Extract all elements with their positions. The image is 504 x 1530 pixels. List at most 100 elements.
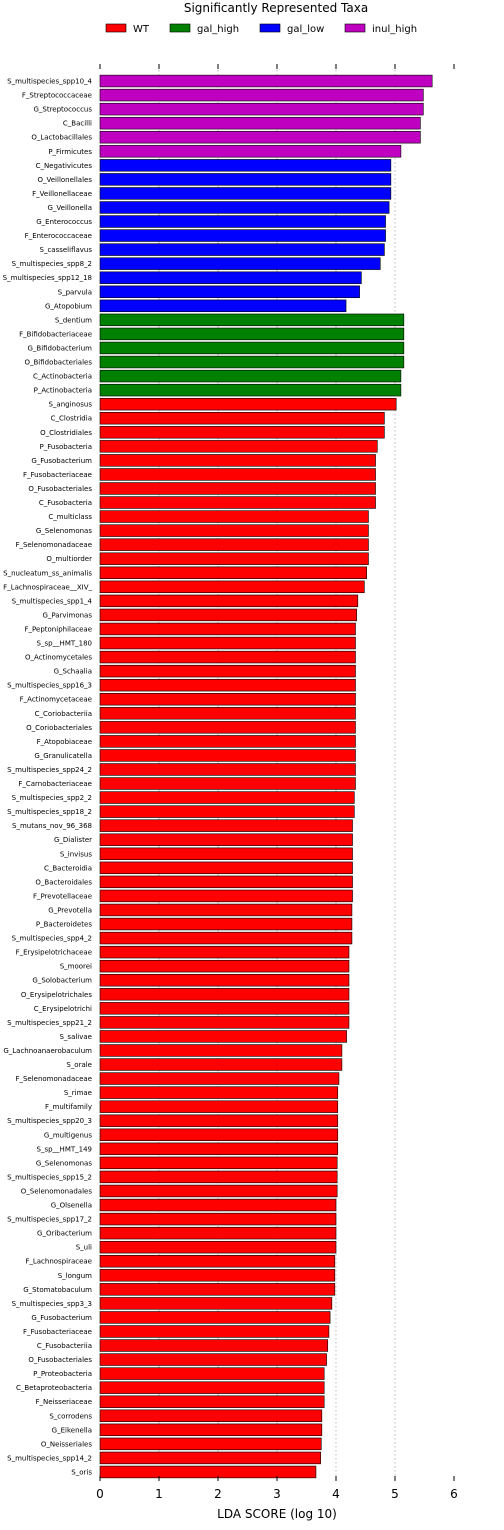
bar-O_Lactobacillales [99, 131, 421, 144]
y-tick-label: S_longum [58, 1272, 92, 1280]
bar-S_multispecies_spp3_3 [99, 1297, 333, 1310]
bar-C_Clostridia [99, 412, 385, 425]
y-tick-label: S_multispecies_spp4_2 [12, 935, 92, 943]
bar-S_multispecies_spp15_2 [99, 1170, 338, 1184]
y-tick-label: S_multispecies_spp1_4 [12, 597, 93, 605]
y-tick-label: C_Coriobacteriia [35, 710, 92, 718]
y-tick-label: G_Selenomonas [36, 527, 92, 535]
legend-label-inul_high: inul_high [372, 24, 417, 35]
y-tick-label: F_Selenomonadaceae [15, 1075, 92, 1083]
bar-O_multiorder [99, 552, 369, 565]
bar-O_Bacteroidales [99, 875, 353, 889]
y-tick-label: F_Selenomonadaceae [15, 541, 92, 549]
bar-S_multispecies_spp12_18 [99, 271, 362, 284]
bar-P_Actinobacteria [99, 383, 402, 397]
y-tick-label: C_Betaproteobacteria [16, 1384, 92, 1392]
bar-F_Carnobacteriaceae [99, 777, 356, 790]
y-tick-label: G_Fusobacterium [31, 1314, 92, 1322]
y-tick-label: C_Fusobacteriia [37, 1342, 92, 1350]
x-tick-label: 3 [273, 1487, 281, 1501]
chart-title: Significantly Represented Taxa [184, 1, 368, 15]
bar-O_Fusobacteriales [99, 1353, 327, 1366]
y-tick-label: G_Dialister [54, 836, 92, 844]
y-tick-label: C_Bacteroidia [44, 864, 92, 872]
y-tick-label: G_Bifidobacterium [27, 344, 92, 352]
y-tick-label: S_multispecies_spp17_2 [7, 1216, 92, 1224]
bar-F_Selenomonadaceae [99, 1072, 340, 1085]
y-tick-label: S_multispecies_spp10_4 [7, 78, 92, 86]
y-tick-label: O_Neisseriales [41, 1440, 92, 1448]
y-tick-label: S_multispecies_spp8_2 [12, 260, 92, 268]
bar-S_corrodens [99, 1409, 323, 1422]
bar-F_Neisseriaceae [99, 1395, 325, 1408]
bar-O_Bifidobacteriales [99, 355, 405, 369]
bar-G_Atopobium [99, 299, 347, 313]
y-tick-label: C_multiclass [48, 513, 92, 521]
bar-O_Actinomycetales [99, 650, 356, 664]
bar-G_Solobacterium [99, 974, 350, 987]
bar-O_Fusobacteriales [99, 482, 376, 495]
bar-S_casseliflavus [99, 243, 385, 256]
y-tick-label: S_casseliflavus [40, 246, 93, 254]
y-tick-label: S_moorei [60, 963, 92, 971]
y-tick-label: F_multifamily [45, 1103, 92, 1111]
bar-C_Coriobacteriia [99, 707, 356, 720]
bar-C_Negativicutes [99, 159, 392, 172]
bar-S_multispecies_spp24_2 [99, 763, 356, 776]
y-tick-label: S_multispecies_spp24_2 [7, 766, 92, 774]
y-tick-label: G_Granulicatella [34, 752, 92, 760]
y-tick-label: O_Clostridiales [40, 429, 92, 437]
bars [99, 74, 433, 1479]
y-tick-label: S_multispecies_spp16_3 [7, 682, 92, 690]
x-tick-label: 2 [214, 1487, 222, 1501]
bar-F_Fusobacteriaceae [99, 468, 376, 481]
bar-S_multispecies_spp8_2 [99, 257, 381, 270]
x-tick-label: 0 [96, 1487, 104, 1501]
bar-S_sp__HMT_180 [99, 636, 356, 650]
y-tick-label: S_multispecies_spp15_2 [7, 1173, 92, 1181]
legend-label-gal_low: gal_low [287, 24, 324, 35]
bar-G_Streptococcus [99, 102, 424, 116]
bar-C_Fusobacteria [99, 496, 376, 509]
bar-G_Bifidobacterium [99, 341, 405, 355]
bar-O_Clostridiales [99, 426, 385, 439]
bar-P_Firmicutes [99, 145, 402, 158]
bar-G_multigenus [99, 1128, 339, 1141]
y-tick-label: P_Actinobacteria [34, 387, 92, 395]
bar-S_dentium [99, 313, 405, 327]
legend-label-gal_high: gal_high [197, 24, 239, 35]
y-tick-label: O_multiorder [46, 555, 92, 563]
y-tick-label: G_Parvimonas [42, 611, 92, 619]
bar-P_Fusobacteria [99, 440, 378, 453]
bar-G_Selenomonas [99, 524, 369, 537]
bar-P_Bacteroidetes [99, 917, 353, 931]
x-axis-label: LDA SCORE (log 10) [217, 1507, 337, 1521]
bar-S_orale [99, 1058, 343, 1071]
bar-S_anginosus [99, 397, 397, 411]
x-tick-label: 6 [450, 1487, 458, 1501]
y-tick-label: O_Erysipelotrichales [21, 991, 92, 999]
bar-G_Olsenella [99, 1198, 337, 1212]
y-tick-label: O_Bifidobacteriales [24, 359, 92, 367]
bar-O_Erysipelotrichales [99, 988, 350, 1001]
bar-F_Peptoniphilaceae [99, 622, 356, 636]
bar-O_Coriobacteriales [99, 721, 356, 734]
y-tick-label: F_Neisseriaceae [36, 1398, 92, 1406]
y-tick-label: G_Olsenella [51, 1202, 92, 1210]
y-tick-label: C_Bacilli [63, 120, 92, 128]
y-tick-label: S_dentium [55, 316, 92, 324]
bar-G_Enterococcus [99, 215, 386, 228]
x-tick-label: 4 [332, 1487, 340, 1501]
y-tick-label: S_multispecies_spp18_2 [7, 808, 92, 816]
y-tick-label: G_multigenus [44, 1131, 92, 1139]
bar-C_Fusobacteriia [99, 1339, 329, 1352]
y-tick-labels: S_multispecies_spp10_4 F_Streptococcaceae… [3, 78, 93, 1477]
bar-F_Lachnospiraceae [99, 1255, 336, 1268]
bar-S_multispecies_spp14_2 [99, 1451, 321, 1465]
bar-F_Veillonellaceae [99, 187, 392, 200]
bar-S_multispecies_spp4_2 [99, 931, 353, 945]
legend: WT gal_high gal_low inul_high [105, 23, 417, 35]
y-tick-label: S_sp__HMT_149 [37, 1145, 92, 1153]
y-tick-label: F_Peptoniphilaceae [25, 625, 92, 633]
y-tick-label: O_Veillonellales [38, 176, 93, 184]
